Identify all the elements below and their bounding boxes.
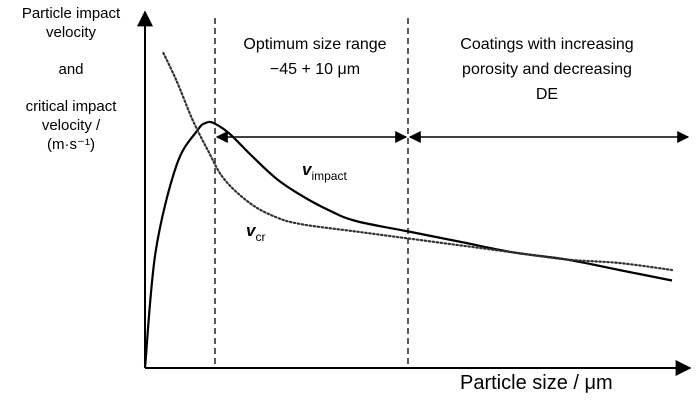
coatings-region-label-line: porosity and decreasing [462, 61, 632, 78]
y-axis-label-line: Particle impact [21, 5, 121, 22]
optimum-range-label: Optimum size range −45 + 10 μm [220, 32, 410, 82]
coatings-region-label-line: Coatings with increasing [460, 36, 634, 53]
y-axis-label-line: velocity / [41, 117, 101, 134]
y-axis-label-line: (m·s⁻¹) [47, 136, 95, 153]
x-axis-label: Particle size / μm [460, 372, 613, 394]
series-line-v-cr [162, 51, 674, 272]
v-cr-label: vcr [246, 221, 265, 244]
coatings-region-label-line: DE [535, 86, 559, 103]
optimum-range-label-line: −45 + 10 μm [269, 61, 361, 78]
y-axis-label: Particle impact velocity and critical im… [6, 4, 136, 154]
v-impact-label-main: v [302, 160, 312, 179]
v-impact-label-sub: impact [311, 169, 347, 183]
y-axis-label-line: critical impact [25, 98, 117, 115]
v-cr-label-main: v [246, 221, 256, 240]
v-impact-label: vimpact [302, 160, 347, 183]
coatings-region-label: Coatings with increasing porosity and de… [412, 32, 682, 107]
y-axis-label-line: and [58, 61, 84, 78]
optimum-range-label-line: Optimum size range [243, 36, 387, 53]
v-cr-label-sub: cr [255, 230, 266, 244]
y-axis-label-line: velocity [45, 24, 97, 41]
